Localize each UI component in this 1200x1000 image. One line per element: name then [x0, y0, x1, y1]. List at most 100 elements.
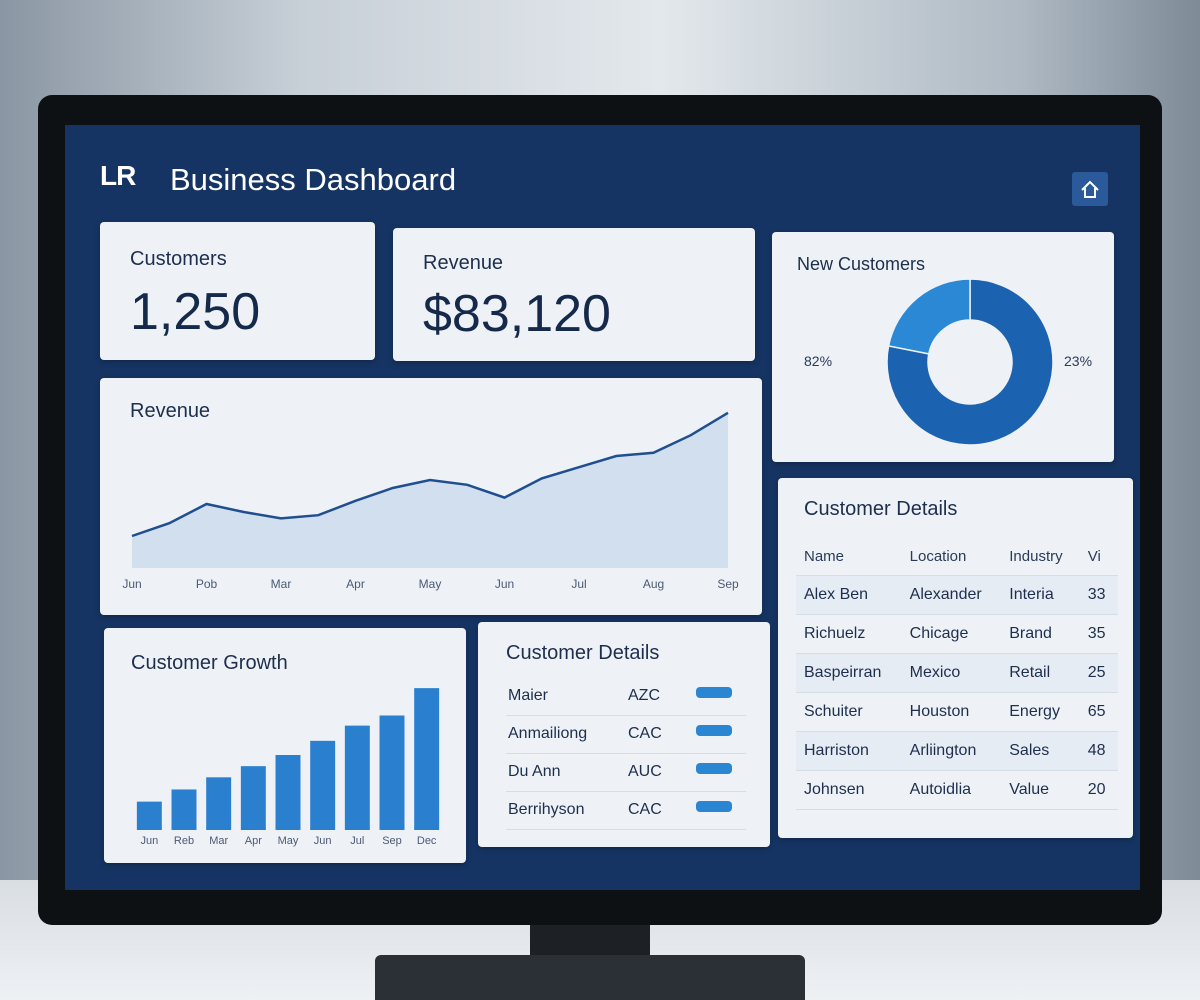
cell: Interia — [1001, 575, 1080, 615]
bar — [310, 740, 336, 830]
bar — [240, 766, 266, 830]
bar — [275, 755, 301, 830]
cell: Retail — [1001, 653, 1080, 693]
cell: Schuiter — [796, 692, 902, 732]
kpi-label: Customers — [130, 248, 227, 270]
cell: Autoidlia — [901, 770, 1002, 810]
bar-card: Customer Growth Jun Reb Mar Apr May Jun Jul Sep… — [104, 628, 466, 863]
cell: Berrihyson — [508, 801, 585, 818]
cell: Anmailiong — [508, 725, 588, 742]
x-tick-label: May — [419, 577, 442, 591]
x-tick-label: Jul — [571, 577, 586, 591]
dashboard-title: Business Dashboard — [170, 162, 457, 197]
cell: Value — [1001, 770, 1080, 810]
bar — [171, 789, 197, 830]
donut-card: New Customers 82% 23% — [772, 232, 1114, 462]
x-tick-label: May — [278, 835, 299, 847]
bar — [414, 688, 440, 830]
home-button[interactable] — [1072, 172, 1108, 206]
bar — [136, 801, 162, 830]
status-pill — [696, 687, 732, 698]
card-title: Customer Details — [804, 498, 958, 520]
x-tick-label: Aug — [643, 577, 664, 591]
card-title: Revenue — [130, 400, 211, 422]
x-tick-label: Jun — [140, 835, 158, 847]
x-tick-label: Jun — [495, 577, 514, 591]
card-title: New Customers — [797, 254, 926, 274]
cell: Energy — [1001, 692, 1080, 732]
cell: AUC — [628, 763, 662, 780]
donut-chart: 82% 23% — [804, 278, 1092, 446]
home-icon — [1081, 180, 1099, 198]
list-row: Berrihyson CAC — [506, 791, 746, 830]
area — [132, 412, 728, 568]
cell: Johnsen — [796, 770, 902, 810]
x-tick-label: Sep — [382, 835, 402, 847]
cell: 65 — [1079, 692, 1118, 732]
list-card: Customer Details Maier AZC Anmailiong CAC Du… — [478, 622, 770, 847]
list-row: Du Ann AUC — [506, 753, 746, 792]
x-tick-label: Mar — [271, 577, 292, 591]
column-header: Name — [796, 538, 902, 576]
x-tick-label: Reb — [174, 835, 194, 847]
cell: Sales — [1001, 731, 1080, 771]
status-pill — [696, 801, 732, 812]
card-title: Customer Growth — [131, 652, 288, 674]
cell: Mexico — [901, 653, 1002, 693]
donut-segment — [886, 278, 1054, 446]
list-row: Anmailiong CAC — [506, 715, 746, 754]
cell: Chicage — [901, 614, 1002, 654]
table-row: Schuiter Houston Energy 65 — [796, 692, 1118, 732]
cell: Alex Ben — [796, 575, 902, 615]
cell: 20 — [1079, 770, 1118, 810]
cell: 35 — [1079, 614, 1118, 654]
x-tick-label: Jun — [122, 577, 141, 591]
cell: Alexander — [901, 575, 1002, 615]
x-tick-label: Apr — [346, 577, 365, 591]
cell: Brand — [1001, 614, 1080, 654]
cell: Baspeirran — [796, 653, 902, 693]
x-tick-label: Dec — [417, 835, 437, 847]
cell: CAC — [628, 725, 662, 742]
cell: 48 — [1079, 731, 1118, 771]
kpi-value: $83,120 — [423, 285, 611, 343]
cell: 33 — [1079, 575, 1118, 615]
line-chart: Jun Pob Mar Apr May Jun Jul Aug Sep — [122, 411, 739, 591]
table-row: Alex Ben Alexander Interia 33 — [796, 575, 1118, 615]
table-row: Baspeirran Mexico Retail 25 — [796, 653, 1118, 693]
cell: Du Ann — [508, 763, 561, 780]
status-pill — [696, 763, 732, 774]
column-header: Location — [901, 538, 1002, 576]
kpi-card: Revenue $83,120 — [393, 228, 755, 361]
table-row: Richuelz Chicage Brand 35 — [796, 614, 1118, 654]
cell: Richuelz — [796, 614, 902, 654]
bar — [344, 725, 370, 830]
cell: Harriston — [796, 731, 902, 771]
list-row: Maier AZC — [506, 677, 746, 716]
cell: Arliington — [901, 731, 1002, 771]
kpi-label: Revenue — [423, 252, 504, 274]
donut-segment — [887, 278, 971, 355]
table-row: Johnsen Autoidlia Value 20 — [796, 770, 1118, 810]
status-pill — [696, 725, 732, 736]
card-title: Customer Details — [506, 642, 660, 664]
kpi-card: Customers 1,250 — [100, 222, 375, 360]
kpi-value: 1,250 — [130, 283, 261, 341]
cell: CAC — [628, 801, 662, 818]
cell: AZC — [628, 687, 660, 704]
x-tick-label: Mar — [209, 835, 228, 847]
x-tick-label: Jun — [314, 835, 332, 847]
x-tick-label: Sep — [717, 577, 739, 591]
x-tick-label: Pob — [196, 577, 218, 591]
table: Name Location Industry Vi Alex Ben Alexander I… — [796, 538, 1118, 810]
monitor-base — [375, 955, 805, 1000]
data-label: 82% — [804, 353, 832, 369]
x-tick-label: Apr — [245, 835, 262, 847]
logo: LR — [100, 160, 136, 191]
cell: 25 — [1079, 653, 1118, 693]
data-label: 23% — [1064, 353, 1092, 369]
bar — [206, 777, 232, 830]
bar-chart: Jun Reb Mar Apr May Jun Jul Sep Dec — [136, 688, 440, 847]
